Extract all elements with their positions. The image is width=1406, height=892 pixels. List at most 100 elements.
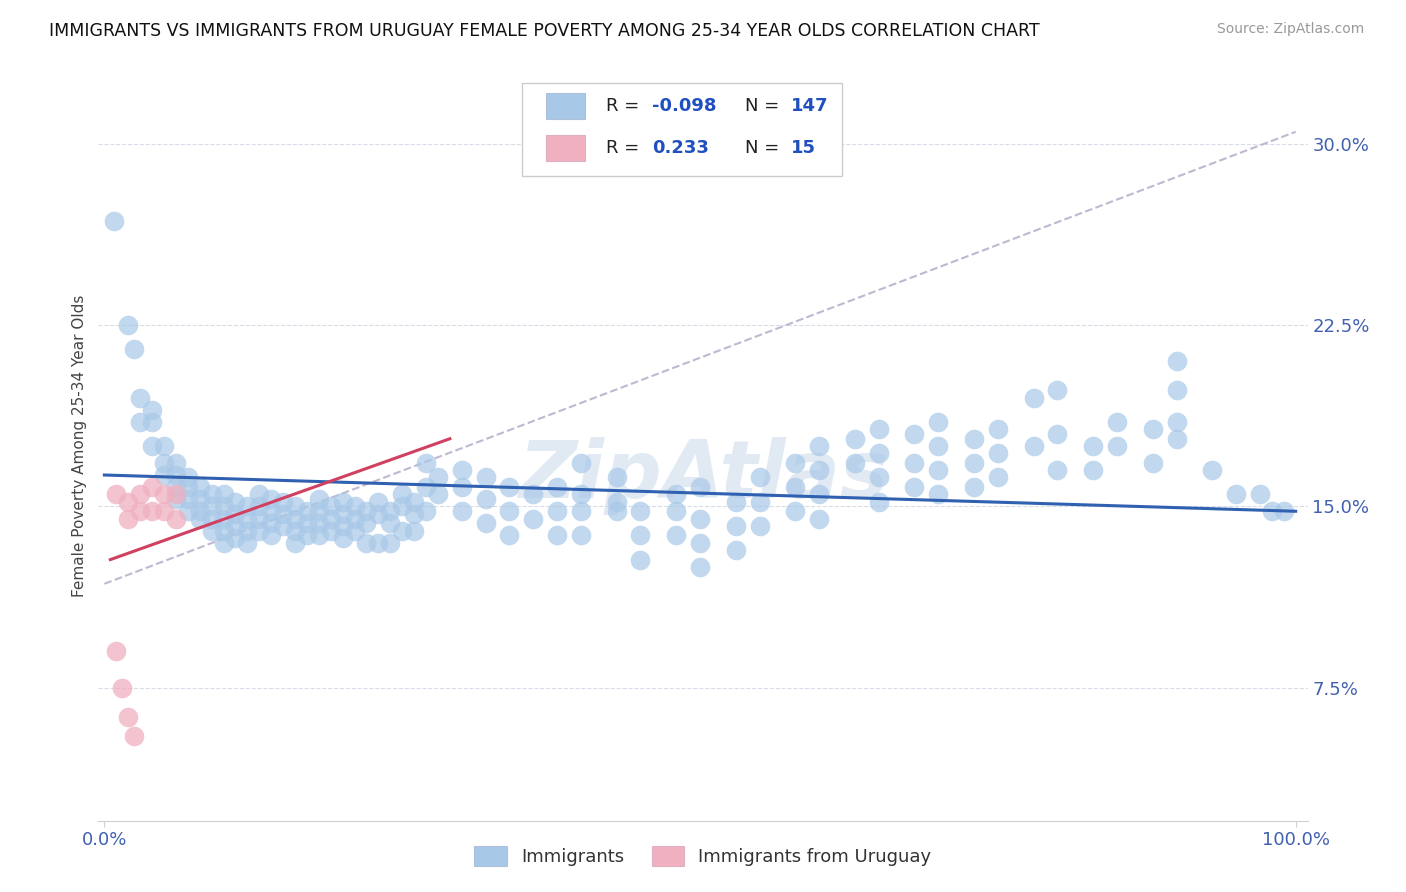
Point	[236, 524, 259, 538]
Point	[236, 535, 259, 549]
Point	[1201, 463, 1223, 477]
Point	[808, 511, 831, 525]
Point	[260, 504, 283, 518]
Point	[415, 504, 437, 518]
Point	[236, 500, 259, 514]
Point	[474, 492, 496, 507]
Point	[665, 487, 688, 501]
Point	[391, 524, 413, 538]
Point	[987, 446, 1010, 460]
Point	[165, 492, 187, 507]
Point	[569, 504, 592, 518]
Point	[689, 535, 711, 549]
Point	[522, 511, 544, 525]
Point	[963, 432, 986, 446]
Point	[319, 524, 342, 538]
Point	[808, 487, 831, 501]
Point	[284, 524, 307, 538]
Point	[1166, 415, 1188, 429]
FancyBboxPatch shape	[522, 83, 842, 177]
Point	[1225, 487, 1247, 501]
Point	[404, 507, 426, 521]
Text: R =: R =	[606, 139, 645, 157]
Point	[153, 439, 176, 453]
Point	[606, 504, 628, 518]
Point	[117, 709, 139, 723]
Bar	[546, 135, 585, 161]
Point	[987, 422, 1010, 436]
Point	[630, 528, 652, 542]
Point	[1249, 487, 1271, 501]
Point	[1105, 415, 1128, 429]
Point	[332, 531, 354, 545]
Point	[200, 500, 222, 514]
Point	[963, 456, 986, 470]
Text: N =: N =	[745, 139, 786, 157]
Point	[177, 470, 200, 484]
Point	[868, 494, 890, 508]
Point	[415, 456, 437, 470]
Point	[689, 511, 711, 525]
Point	[188, 492, 211, 507]
Point	[450, 480, 472, 494]
Point	[295, 528, 318, 542]
Point	[247, 511, 270, 525]
Point	[224, 507, 246, 521]
Point	[188, 480, 211, 494]
Point	[546, 504, 568, 518]
Point	[380, 535, 402, 549]
Point	[188, 504, 211, 518]
Point	[247, 500, 270, 514]
Point	[141, 439, 163, 453]
Point	[319, 511, 342, 525]
Point	[343, 511, 366, 525]
Point	[606, 494, 628, 508]
Point	[260, 516, 283, 531]
Point	[450, 504, 472, 518]
Point	[903, 456, 925, 470]
Point	[808, 463, 831, 477]
Point	[284, 500, 307, 514]
Point	[868, 446, 890, 460]
Point	[522, 487, 544, 501]
Point	[498, 504, 520, 518]
Point	[356, 516, 378, 531]
Point	[343, 524, 366, 538]
Point	[868, 422, 890, 436]
Point	[284, 535, 307, 549]
Point	[367, 507, 389, 521]
Point	[165, 468, 187, 483]
Text: N =: N =	[745, 97, 786, 115]
Point	[868, 470, 890, 484]
Point	[1022, 391, 1045, 405]
Point	[247, 524, 270, 538]
Point	[665, 504, 688, 518]
Point	[1166, 354, 1188, 368]
Point	[212, 511, 235, 525]
Point	[844, 432, 866, 446]
Point	[212, 535, 235, 549]
Point	[546, 480, 568, 494]
Point	[415, 480, 437, 494]
Point	[1046, 384, 1069, 398]
Point	[1272, 504, 1295, 518]
Point	[141, 415, 163, 429]
Point	[332, 494, 354, 508]
Point	[271, 518, 294, 533]
Point	[724, 543, 747, 558]
Point	[1166, 384, 1188, 398]
Point	[212, 487, 235, 501]
Text: IMMIGRANTS VS IMMIGRANTS FROM URUGUAY FEMALE POVERTY AMONG 25-34 YEAR OLDS CORRE: IMMIGRANTS VS IMMIGRANTS FROM URUGUAY FE…	[49, 22, 1040, 40]
Point	[308, 492, 330, 507]
Point	[724, 494, 747, 508]
Point	[343, 500, 366, 514]
Point	[426, 487, 449, 501]
Point	[332, 518, 354, 533]
Point	[332, 507, 354, 521]
Point	[665, 528, 688, 542]
Point	[165, 456, 187, 470]
Point	[224, 494, 246, 508]
Point	[141, 504, 163, 518]
Point	[295, 516, 318, 531]
Point	[630, 552, 652, 566]
